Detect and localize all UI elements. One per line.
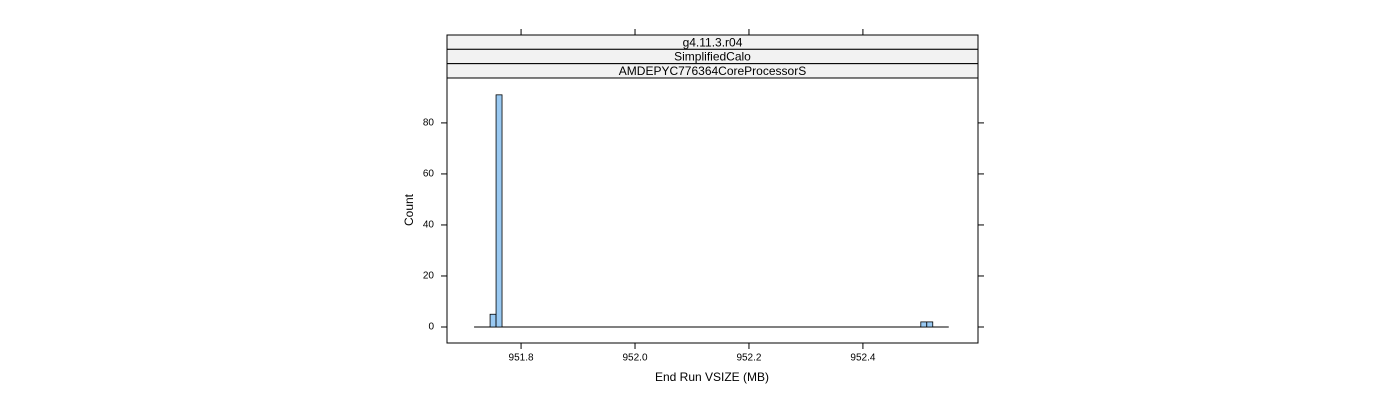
- x-axis-title: End Run VSIZE (MB): [655, 370, 769, 384]
- x-tick-label: 951.8: [509, 353, 534, 364]
- x-tick-label: 952.2: [736, 353, 761, 364]
- y-tick-label: 0: [428, 322, 434, 333]
- y-tick-label: 60: [423, 169, 435, 180]
- bar: [920, 321, 928, 328]
- x-tick-label: 952.4: [850, 353, 875, 364]
- strip-text: SimplifiedCalo: [674, 50, 751, 64]
- x-tick-label: 952.0: [622, 353, 647, 364]
- bar: [489, 313, 497, 328]
- strip-text: AMDEPYC776364CoreProcessorS: [619, 64, 806, 78]
- y-axis-title: Count: [402, 193, 416, 226]
- strip-text: g4.11.3.r04: [683, 35, 743, 49]
- y-tick-label: 40: [423, 220, 435, 231]
- bar: [495, 94, 503, 328]
- panel-border: [446, 77, 979, 344]
- y-tick-label: 80: [423, 118, 435, 129]
- y-tick-label: 20: [423, 271, 435, 282]
- bar: [926, 321, 934, 328]
